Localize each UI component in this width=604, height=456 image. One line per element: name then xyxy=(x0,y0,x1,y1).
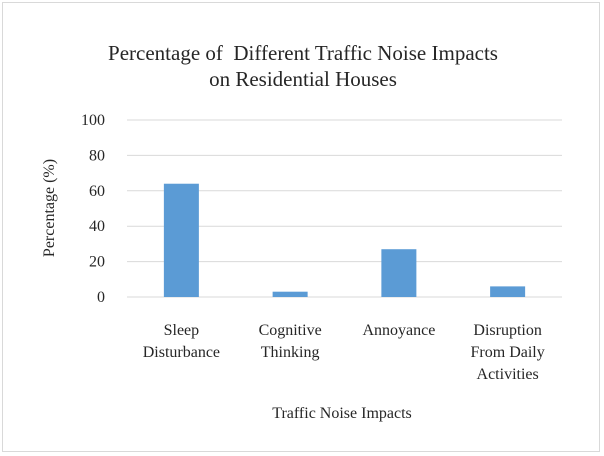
x-tick-label: Sleep Disturbance xyxy=(143,322,220,361)
x-tick-label: Disruption From Daily Activities xyxy=(471,322,545,383)
chart-title-line-1: Percentage of Different Traffic Noise Im… xyxy=(108,41,498,65)
bar xyxy=(381,249,417,297)
bar xyxy=(272,291,308,297)
y-tick-label: 20 xyxy=(89,254,105,271)
chart-title-line-2: on Residential Houses xyxy=(209,67,397,91)
y-tick-label: 100 xyxy=(81,112,105,129)
x-tick-label: Annoyance xyxy=(362,322,435,339)
bar xyxy=(163,183,199,297)
x-tick-label: Cognitive Thinking xyxy=(259,322,322,361)
x-tick-labels: Sleep Disturbance Cognitive Thinking Annoyan… xyxy=(143,322,545,383)
chart-frame xyxy=(2,2,600,452)
x-axis-label: Traffic Noise Impacts xyxy=(272,405,412,422)
bar xyxy=(490,286,526,297)
y-tick-label: 40 xyxy=(89,218,105,235)
y-tick-labels: 0 20 40 60 80 100 xyxy=(81,112,105,306)
y-axis-label: Percentage (%) xyxy=(41,159,58,257)
y-tick-label: 80 xyxy=(89,147,105,164)
gridlines xyxy=(127,119,562,298)
bars xyxy=(163,183,526,297)
y-tick-label: 0 xyxy=(97,289,105,306)
y-tick-label: 60 xyxy=(89,183,105,200)
